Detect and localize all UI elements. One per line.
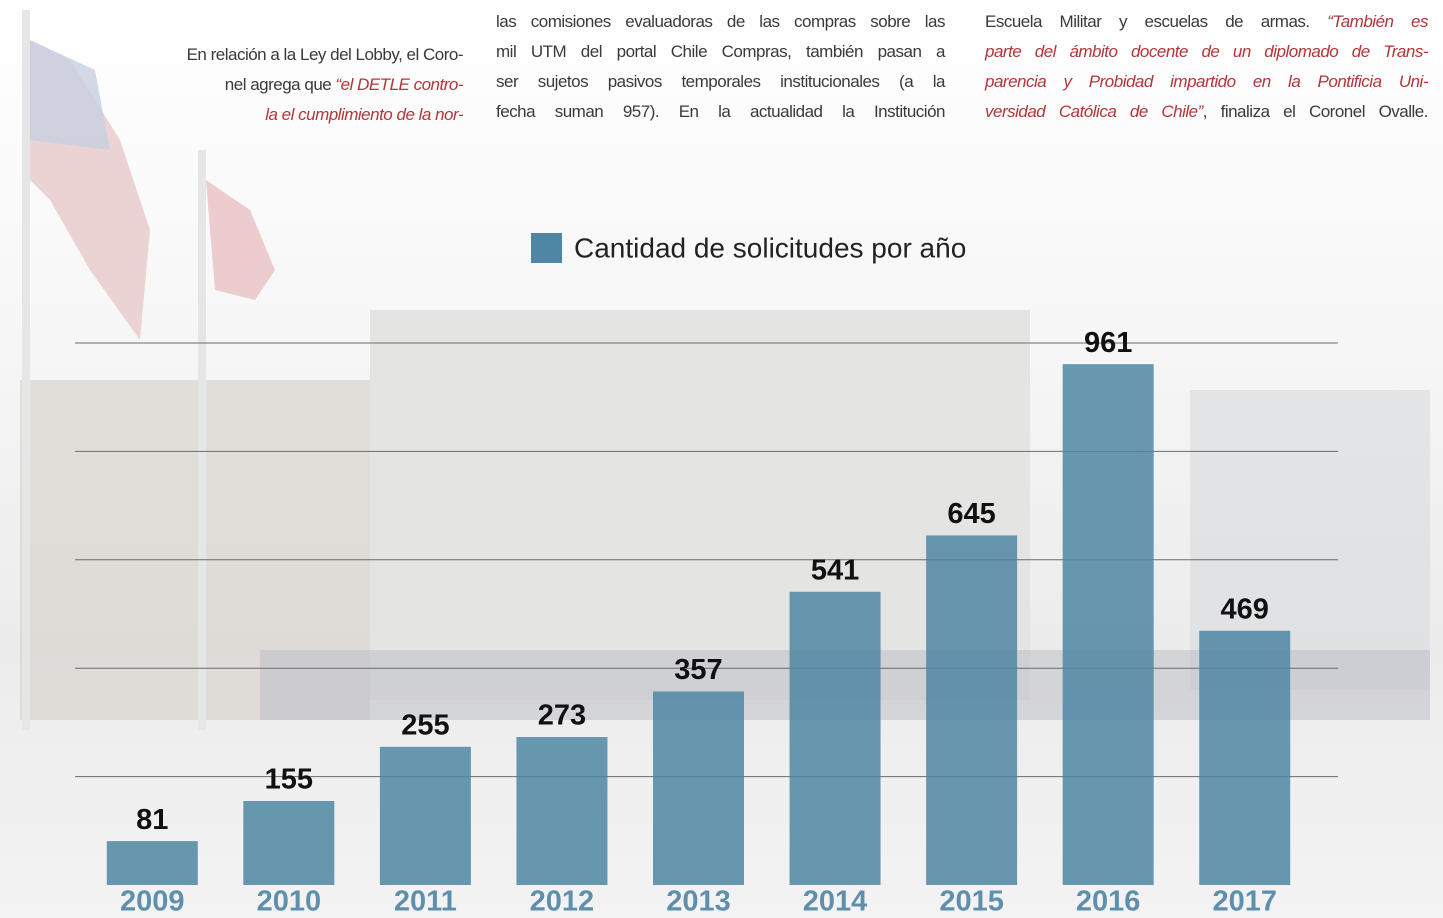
value-label: 357 [674,654,722,686]
value-label: 273 [538,700,586,732]
value-label: 81 [136,804,168,836]
legend-swatch [531,233,562,263]
page: En relación a la Ley del Lobby, el Coro-… [0,0,1443,918]
legend-label: Cantidad de solicitudes por año [574,232,966,263]
bar [516,737,607,885]
bar [243,801,334,885]
bar [107,841,198,885]
bar [790,592,881,885]
bar [1063,364,1154,885]
value-label: 155 [265,764,313,796]
x-tick-label: 2015 [939,886,1004,918]
value-label: 541 [811,554,859,586]
value-label: 961 [1084,327,1132,359]
x-tick-label: 2009 [120,886,185,918]
value-label: 469 [1221,593,1269,625]
value-label: 255 [401,709,449,741]
bar [926,535,1017,885]
x-tick-label: 2014 [803,886,868,918]
x-tick-label: 2013 [666,886,731,918]
x-tick-label: 2012 [530,886,595,918]
x-tick-label: 2010 [257,886,322,918]
x-tick-label: 2017 [1212,886,1277,918]
bar [1199,631,1290,885]
chart: Cantidad de solicitudes por año 81 2009 155… [0,0,1443,918]
bar [653,692,744,885]
x-tick-label: 2011 [394,886,457,918]
bar [380,747,471,885]
x-tick-label: 2016 [1076,886,1141,918]
value-label: 645 [947,498,995,530]
